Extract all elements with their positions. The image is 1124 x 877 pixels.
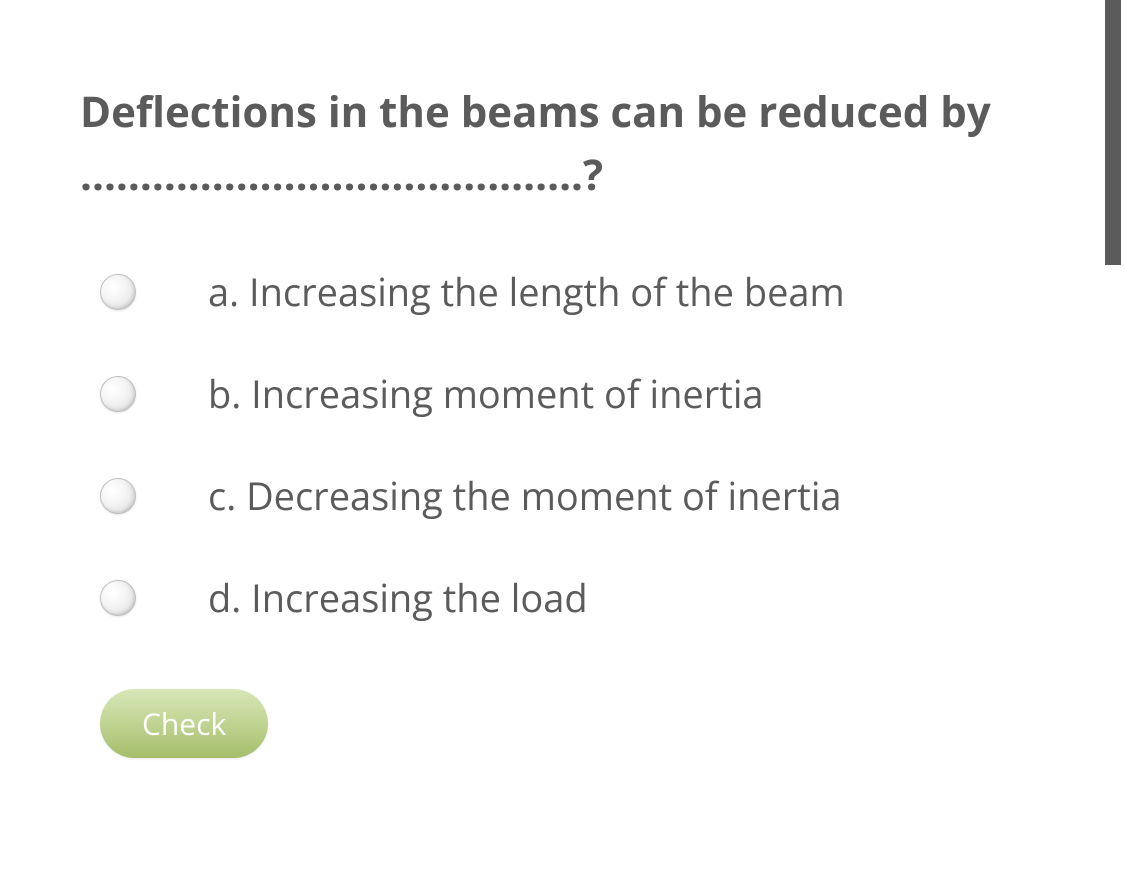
option-label: b. Increasing moment of inertia <box>208 368 764 420</box>
option-label: c. Decreasing the moment of inertia <box>208 470 842 522</box>
check-button[interactable]: Check <box>100 689 268 758</box>
option-row[interactable]: a. Increasing the length of the beam <box>100 266 1044 318</box>
question-container: Deflections in the beams can be reduced … <box>0 0 1124 877</box>
radio-button-b[interactable] <box>100 376 136 412</box>
scrollbar-track[interactable] <box>1102 0 1124 877</box>
option-label: d. Increasing the load <box>208 572 588 624</box>
question-text: Deflections in the beams can be reduced … <box>80 80 1044 206</box>
radio-button-d[interactable] <box>100 580 136 616</box>
option-label: a. Increasing the length of the beam <box>208 266 845 318</box>
options-list: a. Increasing the length of the beam b. … <box>100 266 1044 624</box>
option-row[interactable]: d. Increasing the load <box>100 572 1044 624</box>
scrollbar-thumb[interactable] <box>1105 0 1121 265</box>
radio-button-c[interactable] <box>100 478 136 514</box>
option-row[interactable]: b. Increasing moment of inertia <box>100 368 1044 420</box>
option-row[interactable]: c. Decreasing the moment of inertia <box>100 470 1044 522</box>
radio-button-a[interactable] <box>100 274 136 310</box>
